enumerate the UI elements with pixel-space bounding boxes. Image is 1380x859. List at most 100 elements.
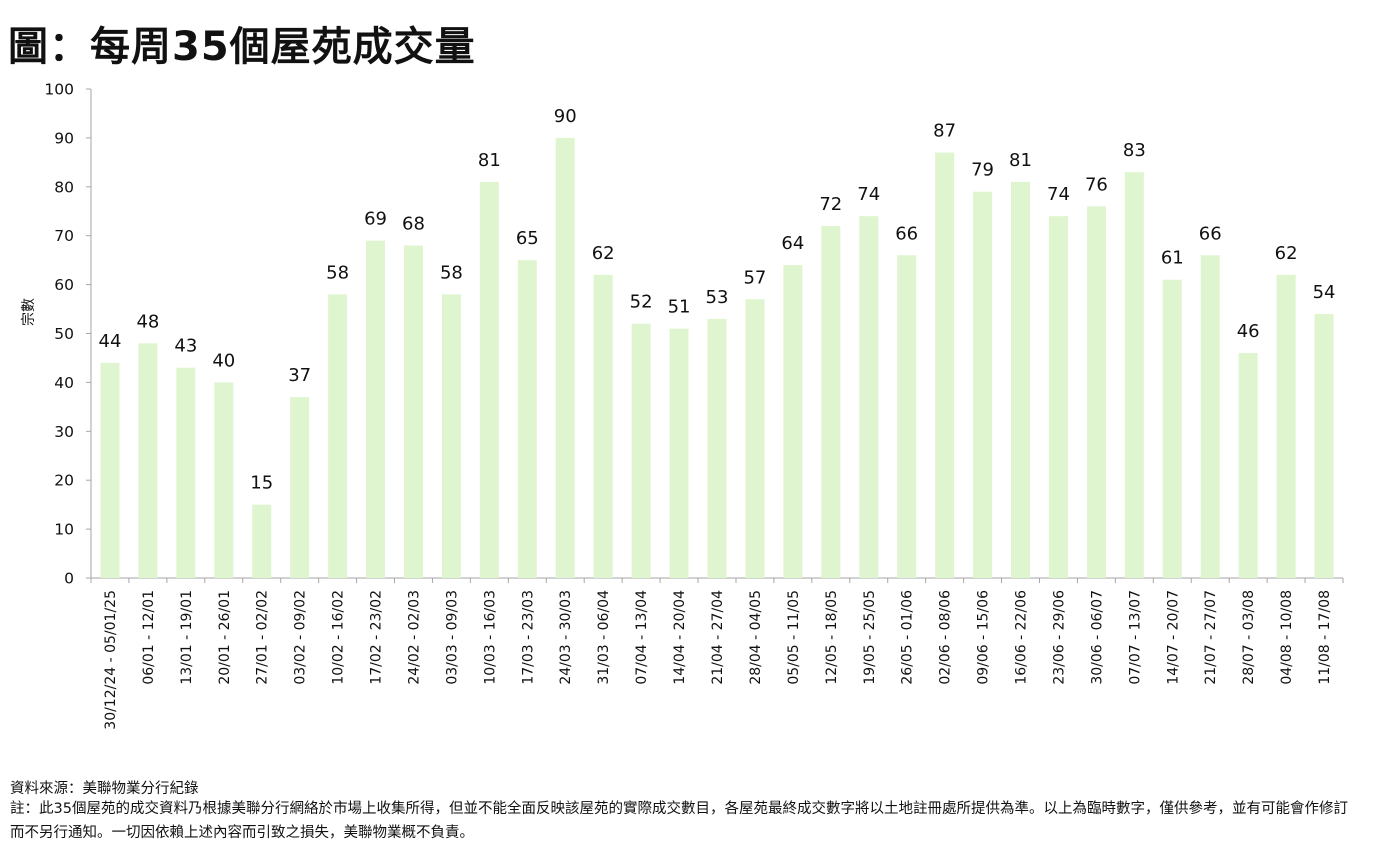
y-tick-label: 10 xyxy=(54,521,74,539)
data-label: 58 xyxy=(440,262,463,283)
x-tick-label: 14/07 - 20/07 xyxy=(1165,590,1181,685)
x-tick-label: 21/07 - 27/07 xyxy=(1203,590,1219,685)
bar[interactable] xyxy=(1086,206,1106,579)
x-tick-label: 05/05 - 11/05 xyxy=(786,590,802,685)
data-label: 74 xyxy=(857,184,880,205)
bar[interactable] xyxy=(555,137,575,578)
bar[interactable] xyxy=(100,362,120,578)
x-tick-label: 03/02 - 09/02 xyxy=(293,590,309,685)
x-tick-label: 28/07 - 03/08 xyxy=(1241,590,1257,685)
data-label: 81 xyxy=(1009,150,1032,171)
y-tick-label: 80 xyxy=(54,178,74,196)
y-tick-label: 40 xyxy=(54,374,74,392)
y-tick-label: 60 xyxy=(54,276,74,294)
bar[interactable] xyxy=(859,216,879,578)
x-tick-label: 23/06 - 29/06 xyxy=(1051,590,1067,685)
bar[interactable] xyxy=(593,274,613,578)
data-label: 90 xyxy=(554,106,577,127)
data-label: 53 xyxy=(706,287,729,308)
bar[interactable] xyxy=(517,260,537,578)
data-label: 51 xyxy=(668,297,691,318)
x-tick-label: 10/02 - 16/02 xyxy=(331,590,347,685)
x-tick-label: 07/07 - 13/07 xyxy=(1127,590,1143,685)
bar[interactable] xyxy=(441,294,461,578)
bar[interactable] xyxy=(328,294,348,578)
data-label: 81 xyxy=(478,150,501,171)
bar[interactable] xyxy=(479,181,499,578)
data-label: 65 xyxy=(516,228,539,249)
bar[interactable] xyxy=(745,299,765,578)
x-tick-label: 24/03 - 30/03 xyxy=(558,590,574,685)
x-tick-label: 28/04 - 04/05 xyxy=(748,590,764,685)
bar[interactable] xyxy=(973,191,993,578)
data-label: 66 xyxy=(1199,223,1222,244)
x-tick-label: 04/08 - 10/08 xyxy=(1279,590,1295,685)
data-label: 76 xyxy=(1085,174,1108,195)
bar[interactable] xyxy=(783,265,803,578)
y-tick-label: 90 xyxy=(54,129,74,147)
data-label: 61 xyxy=(1161,248,1184,269)
data-label: 43 xyxy=(174,336,197,357)
x-tick-label: 30/12/24 - 05/01/25 xyxy=(103,590,119,730)
page-title: 圖：每周35個屋苑成交量 xyxy=(8,24,476,70)
x-tick-label: 16/06 - 22/06 xyxy=(1014,590,1030,685)
bar[interactable] xyxy=(1314,313,1334,578)
bar[interactable] xyxy=(821,225,841,579)
y-tick-label: 30 xyxy=(54,423,74,441)
data-label: 62 xyxy=(1275,243,1298,264)
bar[interactable] xyxy=(631,323,651,578)
bar[interactable] xyxy=(1048,216,1068,578)
data-label: 48 xyxy=(136,311,159,332)
bar[interactable] xyxy=(366,240,386,578)
data-label: 52 xyxy=(630,292,653,313)
bar[interactable] xyxy=(1011,181,1031,578)
y-tick-label: 70 xyxy=(54,227,74,245)
bar[interactable] xyxy=(1162,279,1182,578)
data-label: 87 xyxy=(933,121,956,142)
data-label: 64 xyxy=(781,233,804,254)
x-tick-label: 03/03 - 09/03 xyxy=(444,590,460,685)
bar[interactable] xyxy=(897,255,917,578)
x-tick-label: 09/06 - 15/06 xyxy=(976,590,992,685)
y-tick-label: 0 xyxy=(64,570,74,588)
bar[interactable] xyxy=(1124,172,1144,578)
data-label: 74 xyxy=(1047,184,1070,205)
bar[interactable] xyxy=(252,504,272,578)
disclaimer-note: 註：此35個屋苑的成交資料乃根據美聯分行網絡於市場上收集所得，但並不能全面反映該… xyxy=(10,801,1348,841)
x-tick-label: 14/04 - 20/04 xyxy=(672,590,688,685)
x-tick-label: 07/04 - 13/04 xyxy=(634,590,650,685)
data-label: 44 xyxy=(99,331,122,352)
x-tick-label: 12/05 - 18/05 xyxy=(824,590,840,685)
bar[interactable] xyxy=(1276,274,1296,578)
bar[interactable] xyxy=(290,397,310,578)
x-tick-label: 21/04 - 27/04 xyxy=(710,590,726,685)
bar[interactable] xyxy=(214,382,234,578)
x-tick-label: 30/06 - 06/07 xyxy=(1089,590,1105,685)
data-label: 54 xyxy=(1313,282,1336,303)
bar[interactable] xyxy=(1200,255,1220,578)
data-label: 83 xyxy=(1123,140,1146,161)
data-label: 37 xyxy=(288,365,311,386)
data-label: 72 xyxy=(819,194,842,215)
x-tick-label: 10/03 - 16/03 xyxy=(482,590,498,685)
data-label: 40 xyxy=(212,350,235,371)
bar[interactable] xyxy=(1238,353,1258,578)
bar[interactable] xyxy=(669,328,689,578)
bar[interactable] xyxy=(935,152,955,578)
bar[interactable] xyxy=(138,343,158,578)
x-tick-label: 11/08 - 17/08 xyxy=(1317,590,1333,685)
x-tick-label: 17/03 - 23/03 xyxy=(520,590,536,685)
bar[interactable] xyxy=(707,318,727,578)
data-label: 68 xyxy=(402,213,425,234)
bar[interactable] xyxy=(403,245,423,579)
bar[interactable] xyxy=(176,367,196,578)
data-label: 57 xyxy=(743,267,766,288)
x-tick-label: 31/03 - 06/04 xyxy=(596,590,612,685)
x-tick-label: 20/01 - 26/01 xyxy=(217,590,233,685)
data-label: 69 xyxy=(364,209,387,230)
bar-chart: 0 10 20 30 40 50 60 70 80 90 100 宗數 44 30/12/24 - 05/… xyxy=(21,81,1344,730)
data-label: 58 xyxy=(326,262,349,283)
data-label: 62 xyxy=(592,243,615,264)
y-tick-label: 20 xyxy=(54,472,74,490)
x-tick-label: 19/05 - 25/05 xyxy=(862,590,878,685)
